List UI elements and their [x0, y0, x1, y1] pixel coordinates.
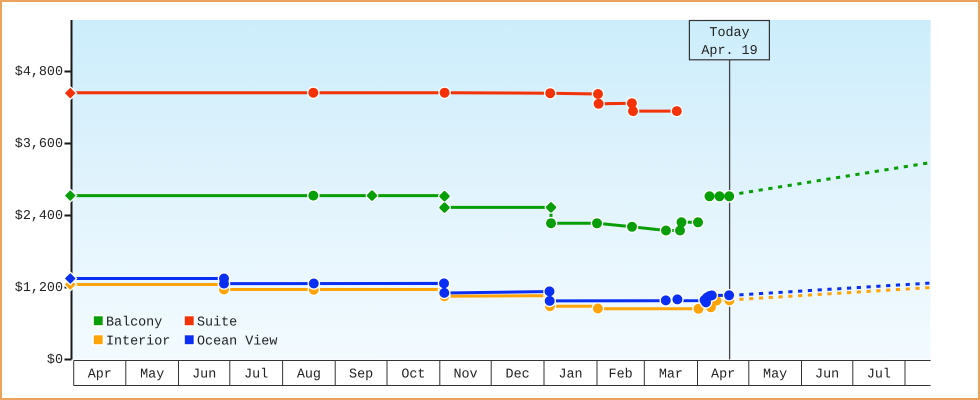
- svg-text:Apr: Apr: [711, 368, 735, 383]
- svg-text:Feb: Feb: [609, 368, 633, 383]
- svg-text:Aug: Aug: [297, 368, 321, 383]
- svg-text:Oct: Oct: [401, 368, 425, 383]
- svg-text:Jun: Jun: [192, 368, 216, 383]
- svg-text:Nov: Nov: [453, 368, 477, 383]
- svg-text:Balcony: Balcony: [106, 315, 162, 330]
- svg-text:May: May: [763, 368, 787, 383]
- svg-text:Mar: Mar: [659, 368, 683, 383]
- svg-text:May: May: [140, 368, 164, 383]
- svg-text:Ocean View: Ocean View: [197, 334, 277, 349]
- svg-text:$3,600: $3,600: [15, 137, 63, 152]
- svg-text:$2,400: $2,400: [15, 209, 63, 224]
- svg-text:Apr. 19: Apr. 19: [701, 44, 757, 59]
- svg-text:Jul: Jul: [867, 368, 891, 383]
- svg-text:Jun: Jun: [815, 368, 839, 383]
- svg-text:$4,800: $4,800: [15, 65, 63, 80]
- svg-text:Dec: Dec: [506, 368, 530, 383]
- svg-text:Jan: Jan: [558, 368, 582, 383]
- svg-text:$0: $0: [47, 353, 63, 368]
- svg-text:Sep: Sep: [349, 368, 373, 383]
- svg-text:Apr: Apr: [88, 368, 112, 383]
- svg-text:Suite: Suite: [197, 315, 237, 330]
- svg-text:Jul: Jul: [244, 368, 268, 383]
- svg-text:$1,200: $1,200: [15, 281, 63, 296]
- svg-text:Today: Today: [709, 26, 749, 41]
- svg-text:Interior: Interior: [106, 334, 170, 349]
